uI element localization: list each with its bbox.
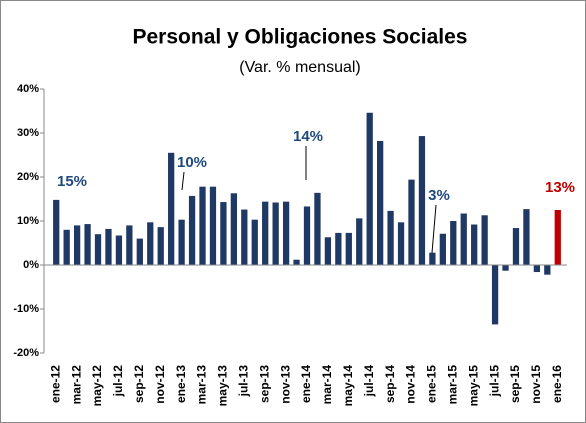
bar [481, 215, 488, 265]
bar [533, 265, 541, 273]
x-tick-label: sep-15 [508, 365, 522, 403]
bar [502, 265, 509, 271]
x-tick-label: may-12 [90, 365, 104, 407]
bar [272, 202, 279, 265]
x-tick-label: ene-15 [425, 365, 439, 403]
bar [84, 224, 91, 265]
bar [387, 210, 394, 265]
bar [241, 209, 248, 265]
bar [439, 233, 446, 265]
bar [335, 232, 342, 265]
bar [262, 201, 269, 265]
x-tick-label: mar-15 [445, 365, 459, 405]
bar [429, 252, 436, 265]
x-tick-label: nov-14 [404, 365, 418, 404]
x-tick-label: mar-13 [195, 365, 209, 405]
bar [471, 224, 478, 265]
x-tick-label: nov-13 [278, 365, 292, 404]
x-tick-label: jul-12 [111, 365, 125, 398]
x-tick-label: jul-14 [362, 365, 376, 398]
bar [115, 235, 123, 265]
chart-subtitle: (Var. % mensual) [239, 59, 361, 76]
annotation: 13% [545, 179, 575, 196]
x-tick-label: sep-13 [257, 365, 271, 403]
bar [356, 218, 363, 265]
bar [220, 202, 227, 265]
bar [314, 192, 321, 265]
x-tick-label: may-14 [341, 365, 355, 407]
bar [293, 259, 300, 265]
bar [147, 222, 154, 265]
bar [63, 229, 70, 265]
x-tick-label: sep-14 [383, 365, 397, 403]
annotation: 15% [57, 173, 87, 190]
y-tick-label: -10% [13, 303, 39, 315]
annotation-leader [181, 171, 185, 191]
bar [491, 265, 499, 325]
bar [377, 140, 384, 265]
bar [73, 225, 81, 265]
bar [366, 112, 373, 265]
x-tick-label: ene-16 [550, 365, 564, 403]
bar [303, 206, 311, 265]
x-tick-label: ene-12 [48, 365, 62, 403]
x-tick-label: nov-12 [153, 365, 167, 404]
bar [188, 195, 196, 265]
bar [126, 225, 133, 265]
x-tick-label: nov-15 [529, 365, 543, 404]
bar [282, 201, 290, 265]
x-tick-label: ene-14 [299, 365, 313, 403]
bar [512, 228, 520, 265]
bar [397, 222, 405, 265]
bar [251, 219, 258, 265]
bar [408, 179, 415, 265]
bar [450, 221, 457, 265]
x-tick-label: jul-13 [236, 365, 250, 398]
bar [324, 237, 332, 265]
bar [523, 209, 530, 265]
x-tick-label: may-15 [466, 365, 480, 407]
y-tick-label: -20% [13, 347, 39, 359]
bar [554, 210, 561, 265]
chart-title: Personal y Obligaciones Sociales [133, 26, 468, 49]
x-tick-label: jul-15 [487, 365, 501, 398]
bar [168, 152, 175, 265]
x-tick-label: mar-14 [320, 365, 334, 405]
annotation-leader [431, 204, 437, 254]
bar [157, 227, 164, 265]
y-tick-label: 30% [17, 127, 39, 139]
bar [230, 193, 237, 265]
bar [105, 228, 112, 265]
y-tick-label: 0% [23, 259, 39, 271]
bar [136, 238, 143, 265]
x-tick-label: sep-12 [132, 365, 146, 403]
bar [345, 232, 352, 265]
bar [544, 265, 551, 275]
annotation: 14% [293, 128, 323, 145]
x-tick-label: mar-12 [69, 365, 83, 405]
bar [199, 186, 206, 265]
bar [178, 219, 185, 265]
y-tick-label: 40% [17, 83, 39, 95]
annotation: 3% [428, 187, 450, 204]
y-tick-label: 20% [17, 171, 39, 183]
y-tick-label: 10% [17, 215, 39, 227]
x-tick-label: may-13 [216, 365, 230, 407]
bar [53, 199, 60, 265]
bar [460, 213, 467, 265]
x-tick-label: ene-13 [174, 365, 188, 403]
annotation: 10% [177, 154, 207, 171]
bar [418, 136, 426, 265]
bar [94, 234, 102, 265]
bar [209, 186, 217, 265]
